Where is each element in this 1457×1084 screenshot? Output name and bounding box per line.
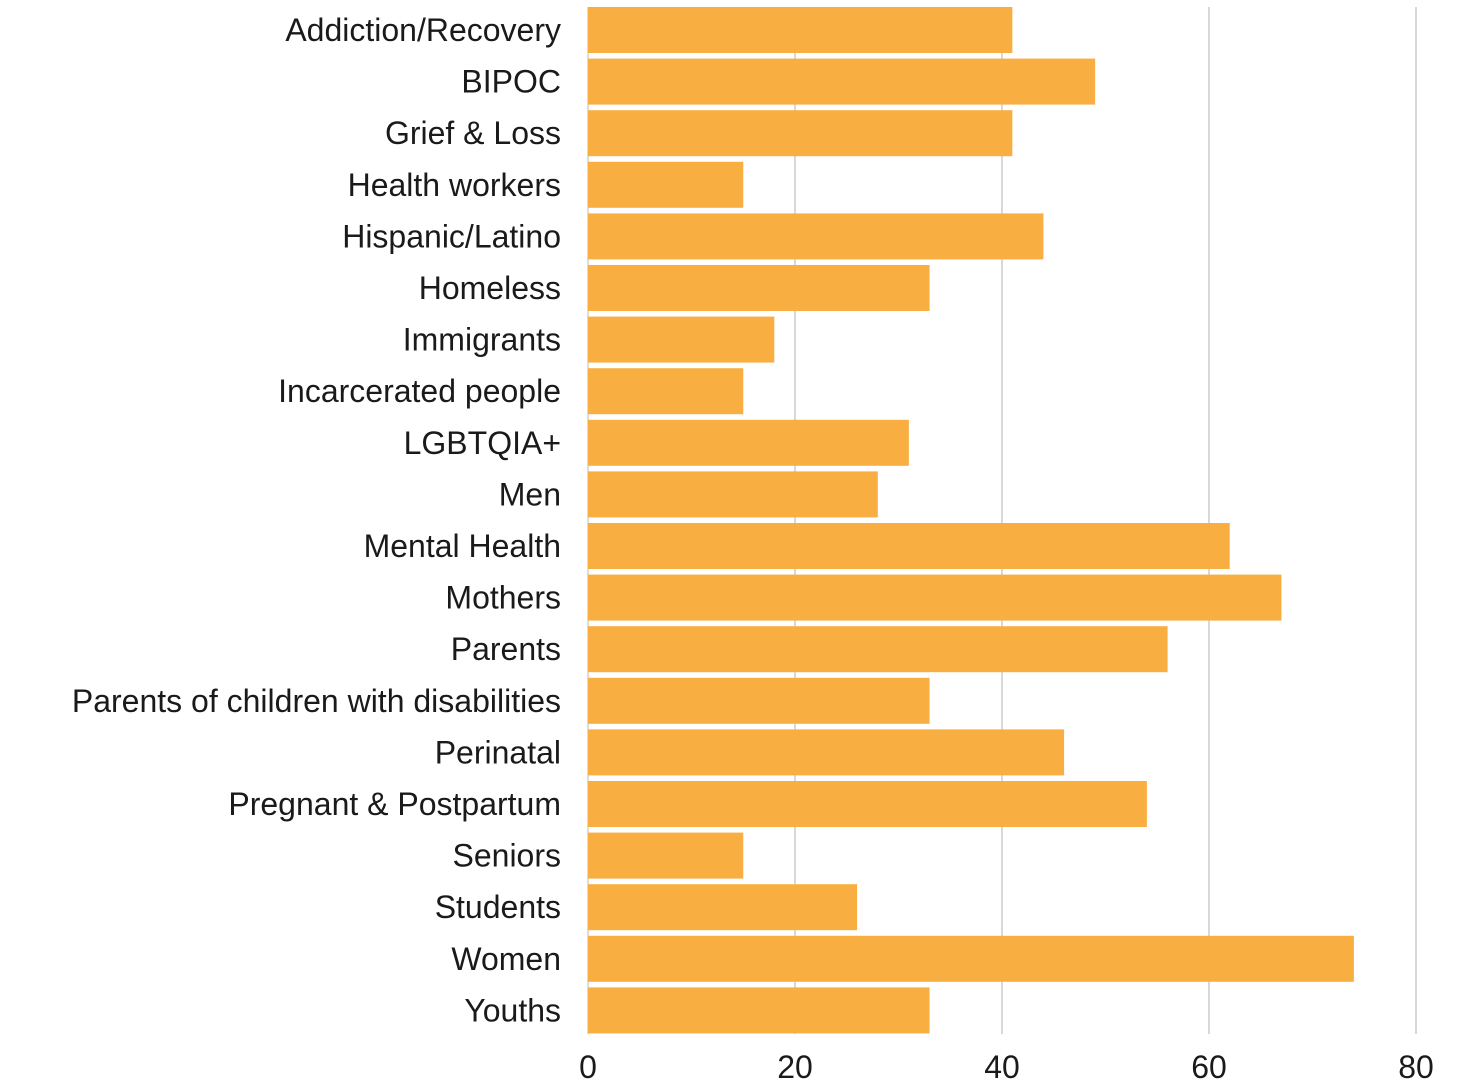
bar xyxy=(588,729,1065,776)
x-axis-ticks: 0 20 40 60 80 xyxy=(579,1049,1434,1084)
category-label: Addiction/Recovery xyxy=(285,12,561,48)
x-tick-label: 60 xyxy=(1191,1049,1227,1084)
bar xyxy=(588,265,930,311)
bar xyxy=(588,419,909,466)
category-labels: Addiction/Recovery BIPOC Grief & Loss Healt… xyxy=(72,12,561,1028)
category-label: Students xyxy=(435,889,561,925)
bars xyxy=(588,7,1354,1034)
bar xyxy=(588,935,1354,982)
bar xyxy=(588,523,1230,569)
bar xyxy=(588,884,858,931)
bar xyxy=(588,110,1013,157)
category-label: Men xyxy=(499,476,561,512)
gridlines xyxy=(587,7,1417,1034)
category-label: BIPOC xyxy=(461,64,561,100)
bar xyxy=(588,58,1096,105)
category-label: Hispanic/Latino xyxy=(342,218,561,254)
category-label: Parents of children with disabilities xyxy=(72,683,561,719)
bar xyxy=(588,368,744,415)
category-label: Immigrants xyxy=(403,322,561,358)
category-label: LGBTQIA+ xyxy=(404,425,561,461)
category-label: Perinatal xyxy=(435,734,561,770)
category-label: Mothers xyxy=(445,580,561,616)
x-tick-label: 0 xyxy=(579,1049,597,1084)
bar xyxy=(588,574,1282,621)
category-label: Incarcerated people xyxy=(278,373,561,409)
category-label: Grief & Loss xyxy=(385,115,561,151)
category-label: Seniors xyxy=(453,838,562,874)
x-tick-label: 20 xyxy=(777,1049,813,1084)
bar xyxy=(588,677,930,724)
bar xyxy=(588,471,878,518)
category-label: Parents xyxy=(451,631,561,667)
category-label: Women xyxy=(451,941,561,977)
category-label: Mental Health xyxy=(364,528,561,564)
x-tick-label: 80 xyxy=(1398,1049,1434,1084)
bar xyxy=(588,987,930,1034)
bar xyxy=(588,213,1044,260)
bar xyxy=(588,161,744,208)
category-label: Health workers xyxy=(348,167,561,203)
category-label: Homeless xyxy=(419,270,561,306)
bar xyxy=(588,832,744,879)
category-label: Youths xyxy=(464,992,561,1028)
bar xyxy=(588,626,1168,673)
bar xyxy=(588,7,1013,53)
category-label: Pregnant & Postpartum xyxy=(228,786,561,822)
bar xyxy=(588,781,1147,827)
x-tick-label: 40 xyxy=(984,1049,1020,1084)
bar xyxy=(588,316,775,363)
